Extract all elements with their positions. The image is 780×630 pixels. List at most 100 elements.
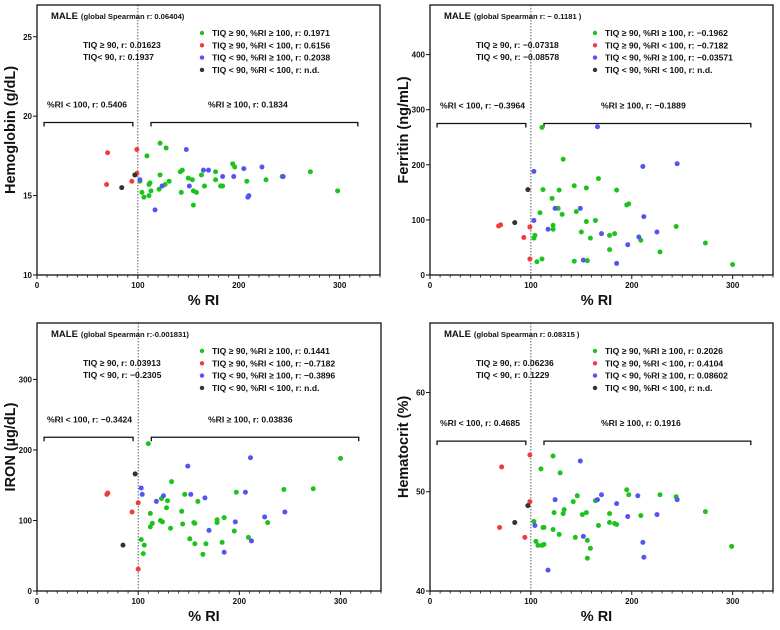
- data-point: [200, 551, 206, 557]
- data-point: [570, 499, 576, 505]
- y-axis-title: Ferritin (ng/mL): [396, 76, 412, 183]
- data-point: [104, 181, 110, 187]
- data-point: [202, 495, 208, 501]
- data-point: [233, 489, 239, 495]
- bracket-right-label: %RI ≥ 100, r: 0.1916: [601, 418, 681, 428]
- data-point: [165, 498, 171, 504]
- title-sub: (global Spearman r:-0.001831): [81, 330, 190, 339]
- x-tick-label: 300: [726, 597, 740, 606]
- data-point: [280, 174, 286, 180]
- tiq-correlation-text: TIQ < 90, r: −0.2305: [83, 370, 162, 380]
- data-point: [545, 226, 551, 232]
- data-point: [241, 166, 247, 172]
- title-main: MALE: [51, 11, 78, 22]
- legend-marker-icon: [199, 67, 205, 73]
- iron-chart: 0 100 200 300 0 100 200 300 % RI IRON (µg/dL) MALE…: [3, 322, 382, 625]
- data-point: [587, 235, 593, 241]
- data-point: [527, 224, 533, 230]
- data-point: [595, 176, 601, 182]
- data-point: [560, 511, 566, 517]
- data-point: [141, 542, 147, 548]
- legend-marker-icon: [592, 361, 598, 366]
- y-axis-title: Hemoglobin (g/dL): [3, 66, 19, 194]
- data-point: [265, 520, 271, 526]
- legend-marker-icon: [592, 385, 598, 391]
- data-point: [262, 514, 268, 520]
- data-point: [560, 156, 566, 162]
- data-point: [599, 231, 604, 237]
- data-point: [640, 163, 646, 169]
- data-point: [549, 195, 555, 201]
- y-axis-title: Hematocrit (%): [396, 396, 412, 498]
- hematocrit-panel: 0 100 200 300 40 50 60 % RI Hematocrit (%) MALE (g…: [390, 310, 780, 625]
- legend-label: TIQ < 90, %RI ≥ 100, r: −0.03571: [605, 53, 733, 63]
- title-main: MALE: [51, 329, 78, 340]
- data-point: [156, 186, 162, 192]
- legend-label: TIQ ≥ 90, %RI < 100, r: 0.4104: [605, 358, 723, 368]
- data-point: [206, 167, 211, 173]
- data-point: [146, 181, 152, 187]
- data-point: [248, 538, 254, 544]
- data-point: [200, 167, 206, 173]
- data-point: [139, 189, 145, 195]
- tiq-correlation-text: TIQ ≥ 90, r: 0.01623: [83, 40, 161, 50]
- data-point: [512, 520, 518, 526]
- y-tick-label: 10: [23, 271, 32, 280]
- y-tick-label: 60: [416, 388, 425, 397]
- data-point: [182, 491, 188, 497]
- data-point: [203, 541, 209, 547]
- data-point: [607, 520, 613, 526]
- data-point: [242, 489, 248, 495]
- title-main: MALE: [444, 329, 471, 340]
- data-point: [573, 209, 579, 215]
- data-point: [641, 214, 647, 220]
- data-point: [138, 485, 144, 491]
- data-point: [531, 168, 537, 174]
- data-point: [195, 498, 201, 504]
- legend-marker-icon: [199, 373, 205, 378]
- data-point: [105, 150, 111, 156]
- y-tick-label: 25: [23, 33, 32, 42]
- data-point: [245, 194, 251, 200]
- data-point: [147, 510, 153, 516]
- data-point: [626, 492, 632, 498]
- data-point: [538, 466, 544, 472]
- data-point: [674, 497, 680, 503]
- data-point: [541, 541, 547, 547]
- legend-label: TIQ < 90, %RI < 100, r: n.d.: [605, 65, 712, 75]
- data-point: [674, 161, 680, 167]
- data-point: [584, 555, 590, 561]
- legend-marker-icon: [199, 30, 205, 36]
- tiq-correlation-text: TIQ < 90, r: −0.08578: [476, 52, 559, 62]
- data-point: [180, 521, 186, 527]
- data-point: [145, 441, 151, 447]
- data-point: [702, 240, 708, 246]
- chart-title: MALE (global Spearman r: − 0.1181 ): [444, 11, 582, 22]
- x-tick-label: 300: [333, 281, 347, 290]
- x-tick-label: 300: [334, 597, 348, 606]
- bracket-right: [543, 440, 752, 446]
- tiq-correlation-text: TIQ< 90, r: 0.1937: [83, 52, 154, 62]
- data-point: [607, 247, 613, 253]
- legend-marker-icon: [592, 55, 598, 60]
- data-point: [636, 234, 642, 240]
- tiq-correlation-text: TIQ ≥ 90, r: 0.03913: [83, 358, 161, 368]
- data-point: [559, 211, 565, 217]
- data-point: [551, 510, 557, 516]
- data-point: [198, 172, 204, 178]
- data-point: [624, 487, 630, 493]
- legend-marker-icon: [592, 43, 598, 48]
- legend-marker-icon: [592, 373, 598, 378]
- data-point: [584, 537, 590, 543]
- data-point: [149, 520, 155, 526]
- data-point: [220, 183, 226, 189]
- x-tick-label: 200: [625, 597, 639, 606]
- bracket-right-label: %RI ≥ 100, r: 0.03836: [208, 414, 293, 424]
- data-point: [132, 172, 138, 178]
- y-tick-label: 20: [23, 112, 32, 121]
- data-point: [335, 188, 341, 194]
- data-point: [497, 524, 503, 530]
- data-point: [221, 515, 227, 521]
- data-point: [531, 519, 537, 525]
- ferritin-panel: 0 100 200 300 0 100 200 300 400 % RI Ferritin (ng/…: [390, 0, 780, 310]
